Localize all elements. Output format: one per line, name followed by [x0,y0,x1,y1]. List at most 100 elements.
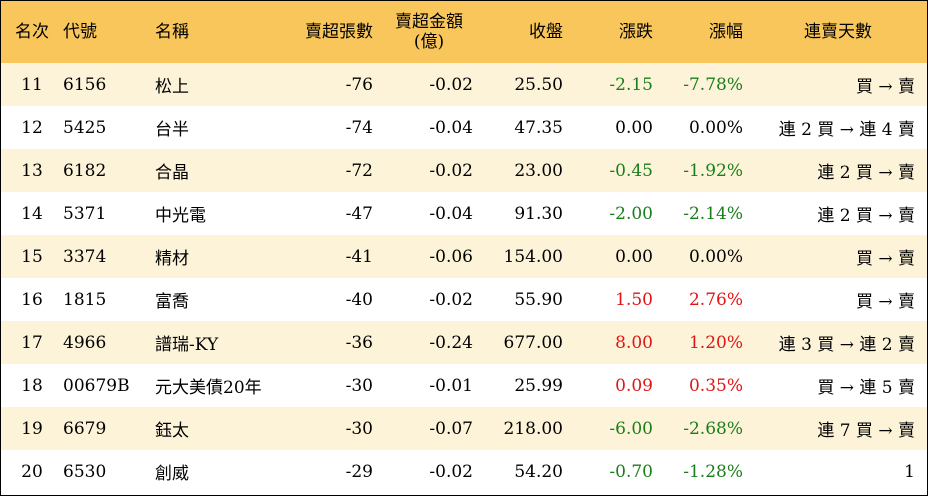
cell-streak: 連 2 買 → 連 4 賣 [778,120,915,140]
cell-close: 25.99 [514,375,563,396]
cell-streak: 買 → 賣 [855,77,915,97]
header-code[interactable]: 代號 [63,22,97,42]
cell-change-pct: -1.28% [683,461,743,482]
header-change[interactable]: 漲跌 [619,22,653,42]
cell-change: 8.00 [615,332,653,353]
cell-code: 6530 [63,461,107,482]
cell-name: 譜瑞-KY [155,335,219,355]
cell-rank: 11 [21,74,43,95]
cell-code: 6156 [63,74,107,95]
cell-code: 5371 [63,203,107,224]
cell-name: 元大美債20年 [155,378,262,398]
cell-change: -2.15 [609,74,653,95]
cell-streak: 連 2 買 → 賣 [817,163,915,183]
header-sell-amount-line2: (億) [413,32,445,52]
cell-change-pct: -2.14% [683,203,743,224]
cell-sell-amount: -0.04 [429,117,473,138]
cell-sell-lots: -76 [345,74,373,95]
table-row[interactable]: 14 5371 中光電 -47 -0.04 91.30 -2.00 -2.14% 連 2 買 →… [1,192,927,235]
cell-rank: 14 [21,203,43,224]
cell-streak: 1 [904,461,915,482]
cell-change-pct: 0.35% [688,375,743,396]
table-row[interactable]: 20 6530 創威 -29 -0.02 54.20 -0.70 -1.28% 1 [1,450,927,493]
header-name[interactable]: 名稱 [155,22,189,42]
cell-name: 合晶 [155,163,189,183]
cell-change-pct: 2.76% [688,289,743,310]
cell-rank: 13 [21,160,43,181]
table-row[interactable]: 18 00679B 元大美債20年 -30 -0.01 25.99 0.09 0.35% 買 →… [1,364,927,407]
cell-sell-amount: -0.01 [429,375,473,396]
cell-name: 精材 [155,249,189,269]
cell-close: 218.00 [503,418,563,439]
cell-change: -2.00 [609,203,653,224]
cell-code: 6182 [63,160,107,181]
table-row[interactable]: 15 3374 精材 -41 -0.06 154.00 0.00 0.00% 買 → 賣 [1,235,927,278]
cell-sell-amount: -0.02 [429,74,473,95]
cell-rank: 18 [21,375,43,396]
cell-close: 54.20 [514,461,563,482]
cell-close: 25.50 [514,74,563,95]
header-change-pct[interactable]: 漲幅 [709,22,743,42]
cell-sell-amount: -0.02 [429,461,473,482]
header-close[interactable]: 收盤 [529,22,563,42]
cell-sell-lots: -40 [345,289,373,310]
cell-rank: 20 [21,461,43,482]
cell-streak: 連 3 買 → 連 2 賣 [778,335,915,355]
cell-rank: 19 [21,418,43,439]
cell-streak: 買 → 賣 [855,249,915,269]
table-row[interactable]: 17 4966 譜瑞-KY -36 -0.24 677.00 8.00 1.20% 連 3 買 … [1,321,927,364]
cell-code: 00679B [63,375,130,396]
header-rank[interactable]: 名次 [15,22,49,42]
cell-code: 4966 [63,332,107,353]
cell-streak: 連 7 買 → 賣 [817,421,915,441]
cell-change: 0.09 [615,375,653,396]
cell-streak: 買 → 連 5 賣 [817,378,915,398]
cell-close: 23.00 [514,160,563,181]
cell-name: 台半 [155,120,189,140]
cell-rank: 16 [21,289,43,310]
cell-name: 鈺太 [155,421,189,441]
cell-streak: 買 → 賣 [855,292,915,312]
cell-name: 中光電 [155,206,206,226]
table-row[interactable]: 19 6679 鈺太 -30 -0.07 218.00 -6.00 -2.68% 連 7 買 →… [1,407,927,450]
cell-change: -0.45 [609,160,653,181]
cell-sell-lots: -36 [345,332,373,353]
cell-sell-lots: -30 [345,418,373,439]
cell-name: 富喬 [155,292,189,312]
cell-code: 1815 [63,289,107,310]
header-sell-lots[interactable]: 賣超張數 [305,22,373,42]
cell-sell-amount: -0.02 [429,289,473,310]
cell-close: 677.00 [503,332,563,353]
cell-change-pct: -7.78% [683,74,743,95]
cell-name: 創威 [155,464,189,484]
cell-code: 6679 [63,418,107,439]
cell-name: 松上 [155,77,189,97]
cell-close: 91.30 [514,203,563,224]
table-row[interactable]: 12 5425 台半 -74 -0.04 47.35 0.00 0.00% 連 2 買 → 連 … [1,106,927,149]
cell-change: 0.00 [615,117,653,138]
cell-rank: 12 [21,117,43,138]
cell-change: 0.00 [615,246,653,267]
table-header-row: 名次 代號 名稱 賣超張數 賣超金額 (億) 收盤 漲跌 漲幅 連賣天數 [1,1,927,63]
cell-change: -6.00 [609,418,653,439]
cell-close: 47.35 [514,117,563,138]
cell-sell-amount: -0.06 [429,246,473,267]
header-sell-amount[interactable]: 賣超金額 (億) [379,1,479,63]
cell-change-pct: 1.20% [688,332,743,353]
cell-sell-lots: -41 [345,246,373,267]
cell-sell-lots: -47 [345,203,373,224]
cell-close: 154.00 [503,246,563,267]
table-row[interactable]: 13 6182 合晶 -72 -0.02 23.00 -0.45 -1.92% 連 2 買 → … [1,149,927,192]
cell-rank: 17 [21,332,43,353]
cell-sell-lots: -29 [345,461,373,482]
cell-change-pct: 0.00% [688,117,743,138]
cell-close: 55.90 [514,289,563,310]
cell-change-pct: 0.00% [688,246,743,267]
cell-sell-amount: -0.04 [429,203,473,224]
table-row[interactable]: 11 6156 松上 -76 -0.02 25.50 -2.15 -7.78% 買 → 賣 [1,63,927,106]
cell-change-pct: -1.92% [683,160,743,181]
header-streak[interactable]: 連賣天數 [804,22,872,42]
cell-change: -0.70 [609,461,653,482]
table-row[interactable]: 16 1815 富喬 -40 -0.02 55.90 1.50 2.76% 買 → 賣 [1,278,927,321]
